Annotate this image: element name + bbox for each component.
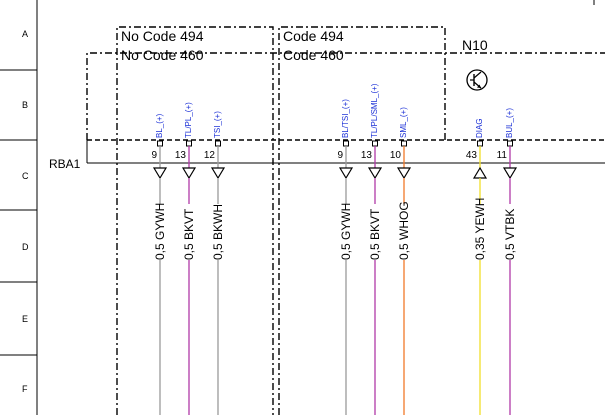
wire-label-backing [153, 204, 167, 260]
pin-terminal [401, 140, 407, 147]
pin-7: DIAG 43 0,35 YEWH [466, 118, 488, 415]
pin-terminal [372, 140, 378, 147]
wire-label-backing [473, 204, 487, 260]
pin-3: TSI_(+) 12 0,5 BKWH [204, 111, 226, 415]
grid-row-d: D [22, 242, 29, 252]
wire-label: 0,5 BKVT [368, 208, 382, 260]
grid-row-f: F [22, 384, 28, 394]
pin-number: 11 [497, 150, 508, 161]
transistor-icon [466, 69, 488, 91]
wire-label: 0,5 BKVT [182, 208, 196, 260]
arrow-down-icon [181, 167, 197, 180]
pin-5: TL/PL/SML_(+) 13 0,5 BKVT [361, 83, 383, 415]
wire-label: 0,5 GYWH [153, 203, 167, 260]
pins: BL_(+) 9 0,5 GYWH TL/PL_(+) 13 0,5 BKVT TSI_(+… [151, 83, 518, 415]
arrow-down-icon [210, 167, 226, 180]
pin-number: 12 [204, 150, 216, 161]
wire-label: 0,5 GYWH [339, 203, 353, 260]
pin-4: BL/TSI_(+) 9 0,5 GYWH [337, 99, 354, 415]
wire-label: 0,5 VTBK [503, 209, 517, 260]
wire-label: 0,5 WHOG [397, 201, 411, 260]
pin-terminal [343, 140, 349, 147]
signal-name: TL/PL/SML_(+) [370, 83, 379, 138]
pin-terminal [215, 140, 221, 147]
arrow-down-icon [396, 167, 412, 180]
signal-name: BL/TSI_(+) [341, 99, 350, 138]
pin-6: SML_(+) 10 0,5 WHOG [390, 107, 412, 415]
variant-box-no-code-line2: No Code 460 [121, 47, 204, 63]
signal-name: DIAG [475, 118, 484, 138]
component-boundary: N10 [86, 37, 605, 141]
wire-label: 0,35 YEWH [473, 198, 487, 260]
signal-name: TL/PL_(+) [184, 102, 193, 138]
pin-1: BL_(+) 9 0,5 GYWH [151, 113, 168, 415]
variant-box-no-code: No Code 494 No Code 460 [116, 26, 274, 415]
pin-number: 13 [361, 150, 373, 161]
component-name: N10 [462, 37, 488, 53]
pin-8: BUL_(+) 11 0,5 VTBK [497, 108, 518, 415]
grid-row-a: A [22, 29, 28, 39]
grid-strip: A B C D E F [0, 0, 38, 415]
pin-number: 43 [466, 150, 478, 161]
signal-name: BUL_(+) [505, 108, 514, 138]
signal-name: TSI_(+) [213, 111, 222, 138]
connector-name: RBA1 [49, 157, 81, 171]
grid-row-c: C [22, 171, 29, 181]
signal-name: BL_(+) [155, 113, 164, 138]
variant-box-no-code-line1: No Code 494 [121, 28, 204, 44]
wire-label-backing [339, 204, 353, 260]
pin-2: TL/PL_(+) 13 0,5 BKVT [175, 102, 197, 415]
pin-terminal [157, 140, 163, 147]
wire-label-backing [211, 204, 225, 260]
pin-terminal [477, 140, 483, 147]
arrow-down-icon [367, 167, 383, 180]
connector-rba1: RBA1 [49, 140, 605, 171]
wire-label-backing [368, 204, 382, 260]
wire-label-backing [397, 204, 411, 260]
wire-label-backing [182, 204, 196, 260]
signal-name: SML_(+) [399, 107, 408, 138]
arrow-down-icon [152, 167, 168, 180]
variant-box-code: Code 494 Code 460 [278, 26, 446, 415]
wire-label: 0,5 BKWH [211, 204, 225, 260]
pin-number: 9 [337, 150, 343, 161]
arrow-down-icon [338, 167, 354, 180]
pin-terminal [186, 140, 192, 147]
pin-terminal [507, 140, 513, 147]
variant-box-code-line1: Code 494 [283, 28, 344, 44]
pin-number: 9 [151, 150, 157, 161]
pin-number: 13 [175, 150, 187, 161]
grid-row-b: B [22, 100, 28, 110]
pin-number: 10 [390, 150, 402, 161]
wire-label-backing [503, 204, 517, 260]
grid-row-e: E [22, 314, 28, 324]
variant-box-code-line2: Code 460 [283, 47, 344, 63]
arrow-down-icon [502, 167, 518, 180]
arrow-up-icon [472, 166, 488, 179]
